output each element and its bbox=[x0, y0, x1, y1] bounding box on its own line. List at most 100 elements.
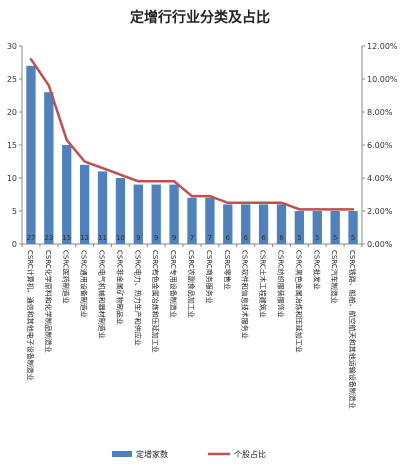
bar-value-label: 9 bbox=[172, 234, 176, 242]
y-left-tick-label: 15 bbox=[7, 141, 17, 150]
category-label: CSRC批发业 bbox=[312, 250, 321, 290]
bar bbox=[169, 184, 179, 244]
bar bbox=[115, 178, 126, 244]
bar-value-label: 6 bbox=[243, 234, 248, 242]
category-label: CSRC汽车制造业 bbox=[330, 250, 339, 304]
line-point bbox=[190, 194, 194, 198]
bar bbox=[151, 184, 161, 244]
legend-label-line: 个股占比 bbox=[234, 449, 266, 459]
bar-value-labels: 27 23 15 12 11 10 9 9 9 7 7 6 6 6 6 5 5 5 5 bbox=[26, 234, 355, 242]
bar bbox=[44, 92, 54, 244]
bar-value-label: 10 bbox=[116, 234, 125, 242]
bar-value-label: 11 bbox=[98, 234, 107, 242]
category-label: CSRC通用设备制造业 bbox=[80, 250, 89, 318]
bar-value-label: 5 bbox=[315, 234, 319, 242]
bar bbox=[276, 204, 287, 244]
line-point bbox=[351, 208, 355, 211]
bar bbox=[79, 164, 90, 244]
line-point bbox=[316, 208, 319, 211]
axes: 0 5 10 15 20 25 30 0.00% 2.00% 4.00% 6.00% 8.00% 10.… bbox=[7, 42, 398, 249]
y-left-tick-label: 20 bbox=[7, 108, 17, 117]
category-label: CSRC计算机、通信和其他电子设备制造业 bbox=[26, 250, 35, 381]
line-point bbox=[226, 201, 229, 204]
category-label: CSRC铁路、船舶、航空航天和其他运输设备制造业 bbox=[348, 250, 357, 409]
bar-value-label: 7 bbox=[208, 234, 212, 242]
y-left-tick-label: 25 bbox=[7, 75, 17, 84]
y-left-tick-label: 0 bbox=[12, 240, 17, 249]
category-label: CSRC黑色金属冶炼和压延加工业 bbox=[294, 250, 303, 353]
y-right-tick-label: 12.00% bbox=[367, 42, 398, 51]
bar bbox=[258, 204, 269, 244]
category-label: CSRC医药制造业 bbox=[62, 250, 71, 304]
bar-value-label: 5 bbox=[297, 234, 301, 242]
bar-value-label: 15 bbox=[62, 234, 71, 242]
bar bbox=[330, 211, 340, 244]
category-label: CSRC电力、热力生产和供应业 bbox=[133, 250, 142, 346]
bar bbox=[312, 211, 322, 244]
category-label: CSRC农副食品加工业 bbox=[187, 250, 196, 318]
y-right-tick-label: 10.00% bbox=[367, 75, 398, 84]
line-point bbox=[208, 194, 212, 198]
bar bbox=[62, 145, 72, 244]
y-right-tick-label: 2.00% bbox=[367, 207, 393, 216]
category-label: CSRC有色金属冶炼和压延加工业 bbox=[151, 250, 160, 353]
line-point bbox=[65, 138, 68, 142]
bar bbox=[241, 204, 251, 244]
legend-swatch-bars bbox=[112, 451, 132, 457]
bar bbox=[294, 211, 305, 244]
bar-value-label: 9 bbox=[136, 234, 140, 242]
line-point bbox=[101, 166, 104, 170]
bar-value-label: 5 bbox=[333, 234, 337, 242]
line-point bbox=[155, 180, 158, 183]
y-right-tick-label: 6.00% bbox=[367, 141, 393, 150]
category-label: CSRC软件和信息技术服务业 bbox=[241, 250, 250, 339]
line-point bbox=[172, 180, 176, 183]
bar-value-label: 6 bbox=[226, 234, 231, 242]
line-point bbox=[244, 201, 247, 204]
bar bbox=[348, 211, 358, 244]
category-label: CSRC电气机械和器材制造业 bbox=[98, 250, 107, 339]
y-left-tick-label: 5 bbox=[12, 207, 17, 216]
category-label: CSRC专用设备制造业 bbox=[169, 250, 178, 318]
category-label: CSRC纺织服装服饰业 bbox=[276, 250, 285, 318]
y-left-tick-label: 10 bbox=[7, 174, 17, 183]
bar bbox=[97, 171, 108, 244]
line-path bbox=[29, 58, 354, 211]
bar bbox=[187, 197, 197, 244]
bar-value-label: 23 bbox=[44, 234, 53, 242]
bar-value-label: 27 bbox=[26, 234, 35, 242]
category-label: CSRC零售业 bbox=[223, 250, 232, 290]
legend-label-bars: 定增家数 bbox=[136, 449, 168, 459]
category-label: CSRC商务服务业 bbox=[205, 250, 214, 304]
bar bbox=[205, 197, 215, 244]
line-point bbox=[119, 173, 122, 176]
category-label: CSRC土木工程建筑业 bbox=[259, 250, 268, 318]
y-left-tick-label: 30 bbox=[7, 42, 17, 51]
line-series bbox=[29, 58, 355, 211]
chart-title: 定增行行业分类及占比 bbox=[130, 9, 270, 26]
line-point bbox=[29, 58, 33, 61]
category-label: CSRC非金属矿物制品业 bbox=[115, 250, 124, 325]
line-point bbox=[280, 201, 283, 204]
y-right-tick-label: 0.00% bbox=[367, 240, 393, 249]
bar bbox=[26, 65, 36, 244]
bar-value-label: 5 bbox=[351, 234, 355, 242]
y-right-tick-label: 8.00% bbox=[367, 108, 393, 117]
bar-value-label: 9 bbox=[154, 234, 158, 242]
category-labels: CSRC计算机、通信和其他电子设备制造业 CSRC化学原料和化学制品制造业 CSRC… bbox=[26, 250, 357, 409]
line-point bbox=[333, 208, 337, 211]
category-label: CSRC化学原料和化学制品制造业 bbox=[44, 250, 53, 353]
bar-value-label: 12 bbox=[80, 234, 89, 242]
bar-value-label: 7 bbox=[190, 234, 194, 242]
line-point bbox=[262, 201, 265, 204]
legend: 定增家数 个股占比 bbox=[112, 449, 266, 459]
bar-series bbox=[26, 65, 358, 244]
bar-value-label: 6 bbox=[261, 234, 266, 242]
line-point bbox=[83, 160, 86, 163]
bar-value-label: 6 bbox=[279, 234, 284, 242]
line-point bbox=[298, 208, 301, 211]
y-right-tick-label: 4.00% bbox=[367, 174, 393, 183]
bar bbox=[133, 184, 143, 244]
line-point bbox=[137, 180, 140, 183]
